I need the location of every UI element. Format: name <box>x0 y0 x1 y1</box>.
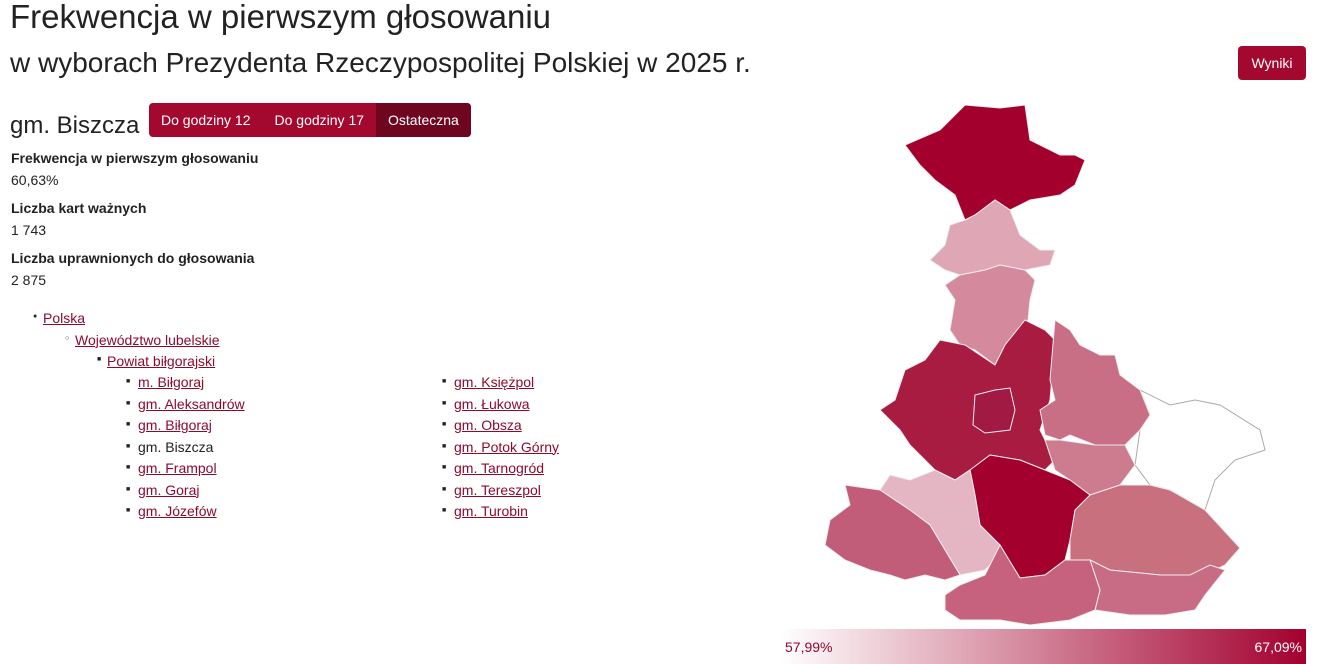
gmina-link[interactable]: gm. Aleksandrów <box>138 395 245 412</box>
region[interactable] <box>1044 439 1136 496</box>
legend-bar <box>781 629 1306 664</box>
unit-name: gm. Biszcza <box>10 112 140 139</box>
region[interactable] <box>824 484 961 581</box>
stat-value: 2 875 <box>11 272 47 288</box>
region[interactable] <box>972 387 1016 434</box>
region[interactable] <box>944 543 1101 626</box>
bullet: ■ <box>126 485 131 493</box>
gmina-link[interactable]: gm. Józefów <box>138 503 217 519</box>
region[interactable] <box>1069 484 1241 576</box>
gmina-link[interactable]: gm. Łukowa <box>454 395 530 412</box>
legend-max: 67,09% <box>1255 639 1302 655</box>
subtitle: w wyborach Prezydenta Rzeczypospolitej P… <box>10 47 751 78</box>
gmina-link[interactable]: gm. Goraj <box>138 481 200 498</box>
bullet: ● <box>33 313 38 320</box>
tab[interactable]: Do godziny 17 <box>274 112 365 128</box>
region <box>1134 388 1266 511</box>
gmina-link[interactable]: gm. Potok Górny <box>454 438 560 455</box>
region[interactable] <box>904 104 1086 221</box>
results-button[interactable]: Wyniki <box>1238 46 1306 80</box>
breadcrumb-link[interactable]: Polska <box>43 310 86 326</box>
current-gmina: gm. Biszcza <box>138 438 214 455</box>
region[interactable] <box>929 199 1056 276</box>
bullet: ■ <box>126 442 131 450</box>
bullet: ■ <box>126 421 131 428</box>
bullet: ■ <box>97 356 102 363</box>
stat-value: 1 743 <box>11 222 47 238</box>
gmina-link[interactable]: m. Biłgoraj <box>138 374 205 390</box>
bullet: ■ <box>126 507 131 514</box>
bullet: ■ <box>442 507 447 514</box>
gmina-link[interactable]: gm. Obsza <box>454 417 522 433</box>
tabs: Do godziny 12 Do godziny 17 Ostateczna <box>149 103 471 137</box>
stat-value: 60,63% <box>11 172 59 188</box>
region[interactable] <box>1039 319 1151 446</box>
stat-label: Frekwencja w pierwszym głosowaniu <box>11 150 259 166</box>
bullet: ■ <box>442 442 447 450</box>
stat-label: Liczba uprawnionych do głosowania <box>11 250 255 266</box>
bullet: ■ <box>442 485 447 493</box>
tab[interactable]: Ostateczna <box>376 103 471 137</box>
title: Frekwencja w pierwszym głosowaniu <box>10 0 552 35</box>
gmina-link[interactable]: gm. Księżpol <box>454 374 535 390</box>
bullet: ■ <box>442 399 447 407</box>
legend-min: 57,99% <box>785 639 832 655</box>
bullet: ■ <box>442 421 447 428</box>
gmina-link[interactable]: gm. Frampol <box>138 460 217 476</box>
bullet: ■ <box>126 378 131 385</box>
gmina-link[interactable]: gm. Biłgoraj <box>138 417 212 433</box>
bullet: ○ <box>65 334 70 342</box>
tab[interactable]: Do godziny 12 <box>161 112 251 128</box>
breadcrumb-link[interactable]: Powiat biłgorajski <box>107 353 216 369</box>
gmina-link[interactable]: gm. Tarnogród <box>454 460 545 476</box>
gmina-link[interactable]: gm. Turobin <box>454 503 528 519</box>
bullet: ■ <box>126 464 131 471</box>
gmina-link[interactable]: gm. Tereszpol <box>454 481 541 498</box>
bullet: ■ <box>442 378 447 385</box>
bullet: ■ <box>442 464 447 471</box>
stat-label: Liczba kart ważnych <box>11 200 147 216</box>
breadcrumb-link[interactable]: Województwo lubelskie <box>75 331 220 348</box>
bullet: ■ <box>126 399 131 407</box>
